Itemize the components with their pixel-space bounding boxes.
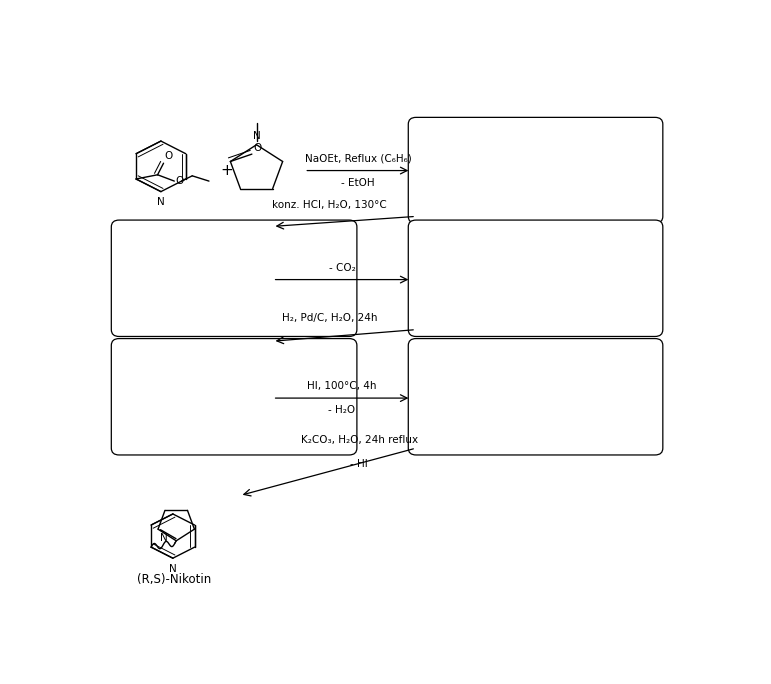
Text: - CO₂: - CO₂ (328, 263, 355, 274)
Text: N: N (160, 534, 168, 543)
Text: N: N (157, 198, 165, 207)
FancyBboxPatch shape (111, 339, 357, 455)
Text: NaOEt, Reflux (C₆H₆): NaOEt, Reflux (C₆H₆) (305, 154, 412, 163)
Text: (R,S)-Nikotin: (R,S)-Nikotin (137, 573, 211, 586)
Text: K₂CO₃, H₂O, 24h reflux: K₂CO₃, H₂O, 24h reflux (301, 436, 418, 445)
Text: O: O (175, 176, 183, 185)
Text: konz. HCl, H₂O, 130°C: konz. HCl, H₂O, 130°C (272, 200, 387, 209)
Text: N: N (169, 564, 177, 574)
Text: - EtOH: - EtOH (342, 178, 375, 188)
Text: O: O (254, 142, 262, 153)
FancyBboxPatch shape (409, 220, 663, 337)
Text: HI, 100°C, 4h: HI, 100°C, 4h (307, 381, 377, 391)
Text: H₂, Pd/C, H₂O, 24h: H₂, Pd/C, H₂O, 24h (281, 313, 377, 323)
Text: N: N (253, 131, 261, 140)
FancyBboxPatch shape (409, 118, 663, 223)
FancyBboxPatch shape (111, 220, 357, 337)
Text: +: + (221, 163, 233, 178)
FancyBboxPatch shape (409, 339, 663, 455)
Text: - HI: - HI (350, 459, 369, 469)
Text: - H₂O: - H₂O (328, 406, 355, 415)
Text: O: O (165, 151, 173, 161)
